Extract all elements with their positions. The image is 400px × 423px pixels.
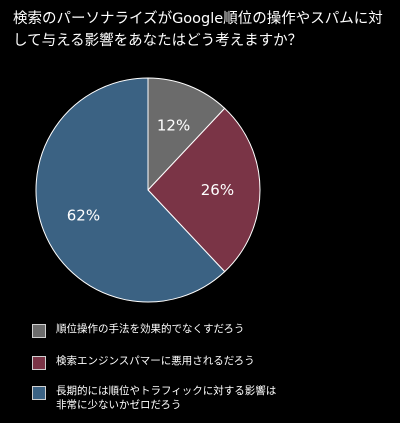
legend-label: 順位操作の手法を効果的でなくすだろう [56, 323, 245, 335]
legend-item: 長期的には順位やトラフィックに対する影響は 非常に少ないかゼロだろう [32, 384, 276, 412]
legend-swatch [32, 324, 46, 338]
pie-slice [147, 107, 261, 273]
legend-label: 検索エンジンスパマーに悪用されるだろう [56, 355, 255, 367]
pie-slice [35, 77, 226, 303]
pie-slice-label: 26% [201, 181, 234, 199]
legend-swatch [32, 386, 46, 400]
legend-label: 長期的には順位やトラフィックに対する影響は 非常に少ないかゼロだろう [56, 385, 277, 411]
pie-slice-labels: 12% 26% 62% [67, 116, 234, 224]
pie-slices [35, 77, 261, 303]
chart-title: 検索のパーソナライズがGoogle順位の操作やスパムに対して与える影響をあなたは… [13, 11, 383, 49]
legend-swatch [32, 356, 46, 370]
legend-item: 順位操作の手法を効果的でなくすだろう [32, 322, 244, 338]
pie-slice-label: 62% [67, 207, 100, 225]
pie-slice-label: 12% [157, 116, 190, 134]
legend-item: 検索エンジンスパマーに悪用されるだろう [32, 354, 255, 370]
pie-slice [147, 77, 226, 192]
